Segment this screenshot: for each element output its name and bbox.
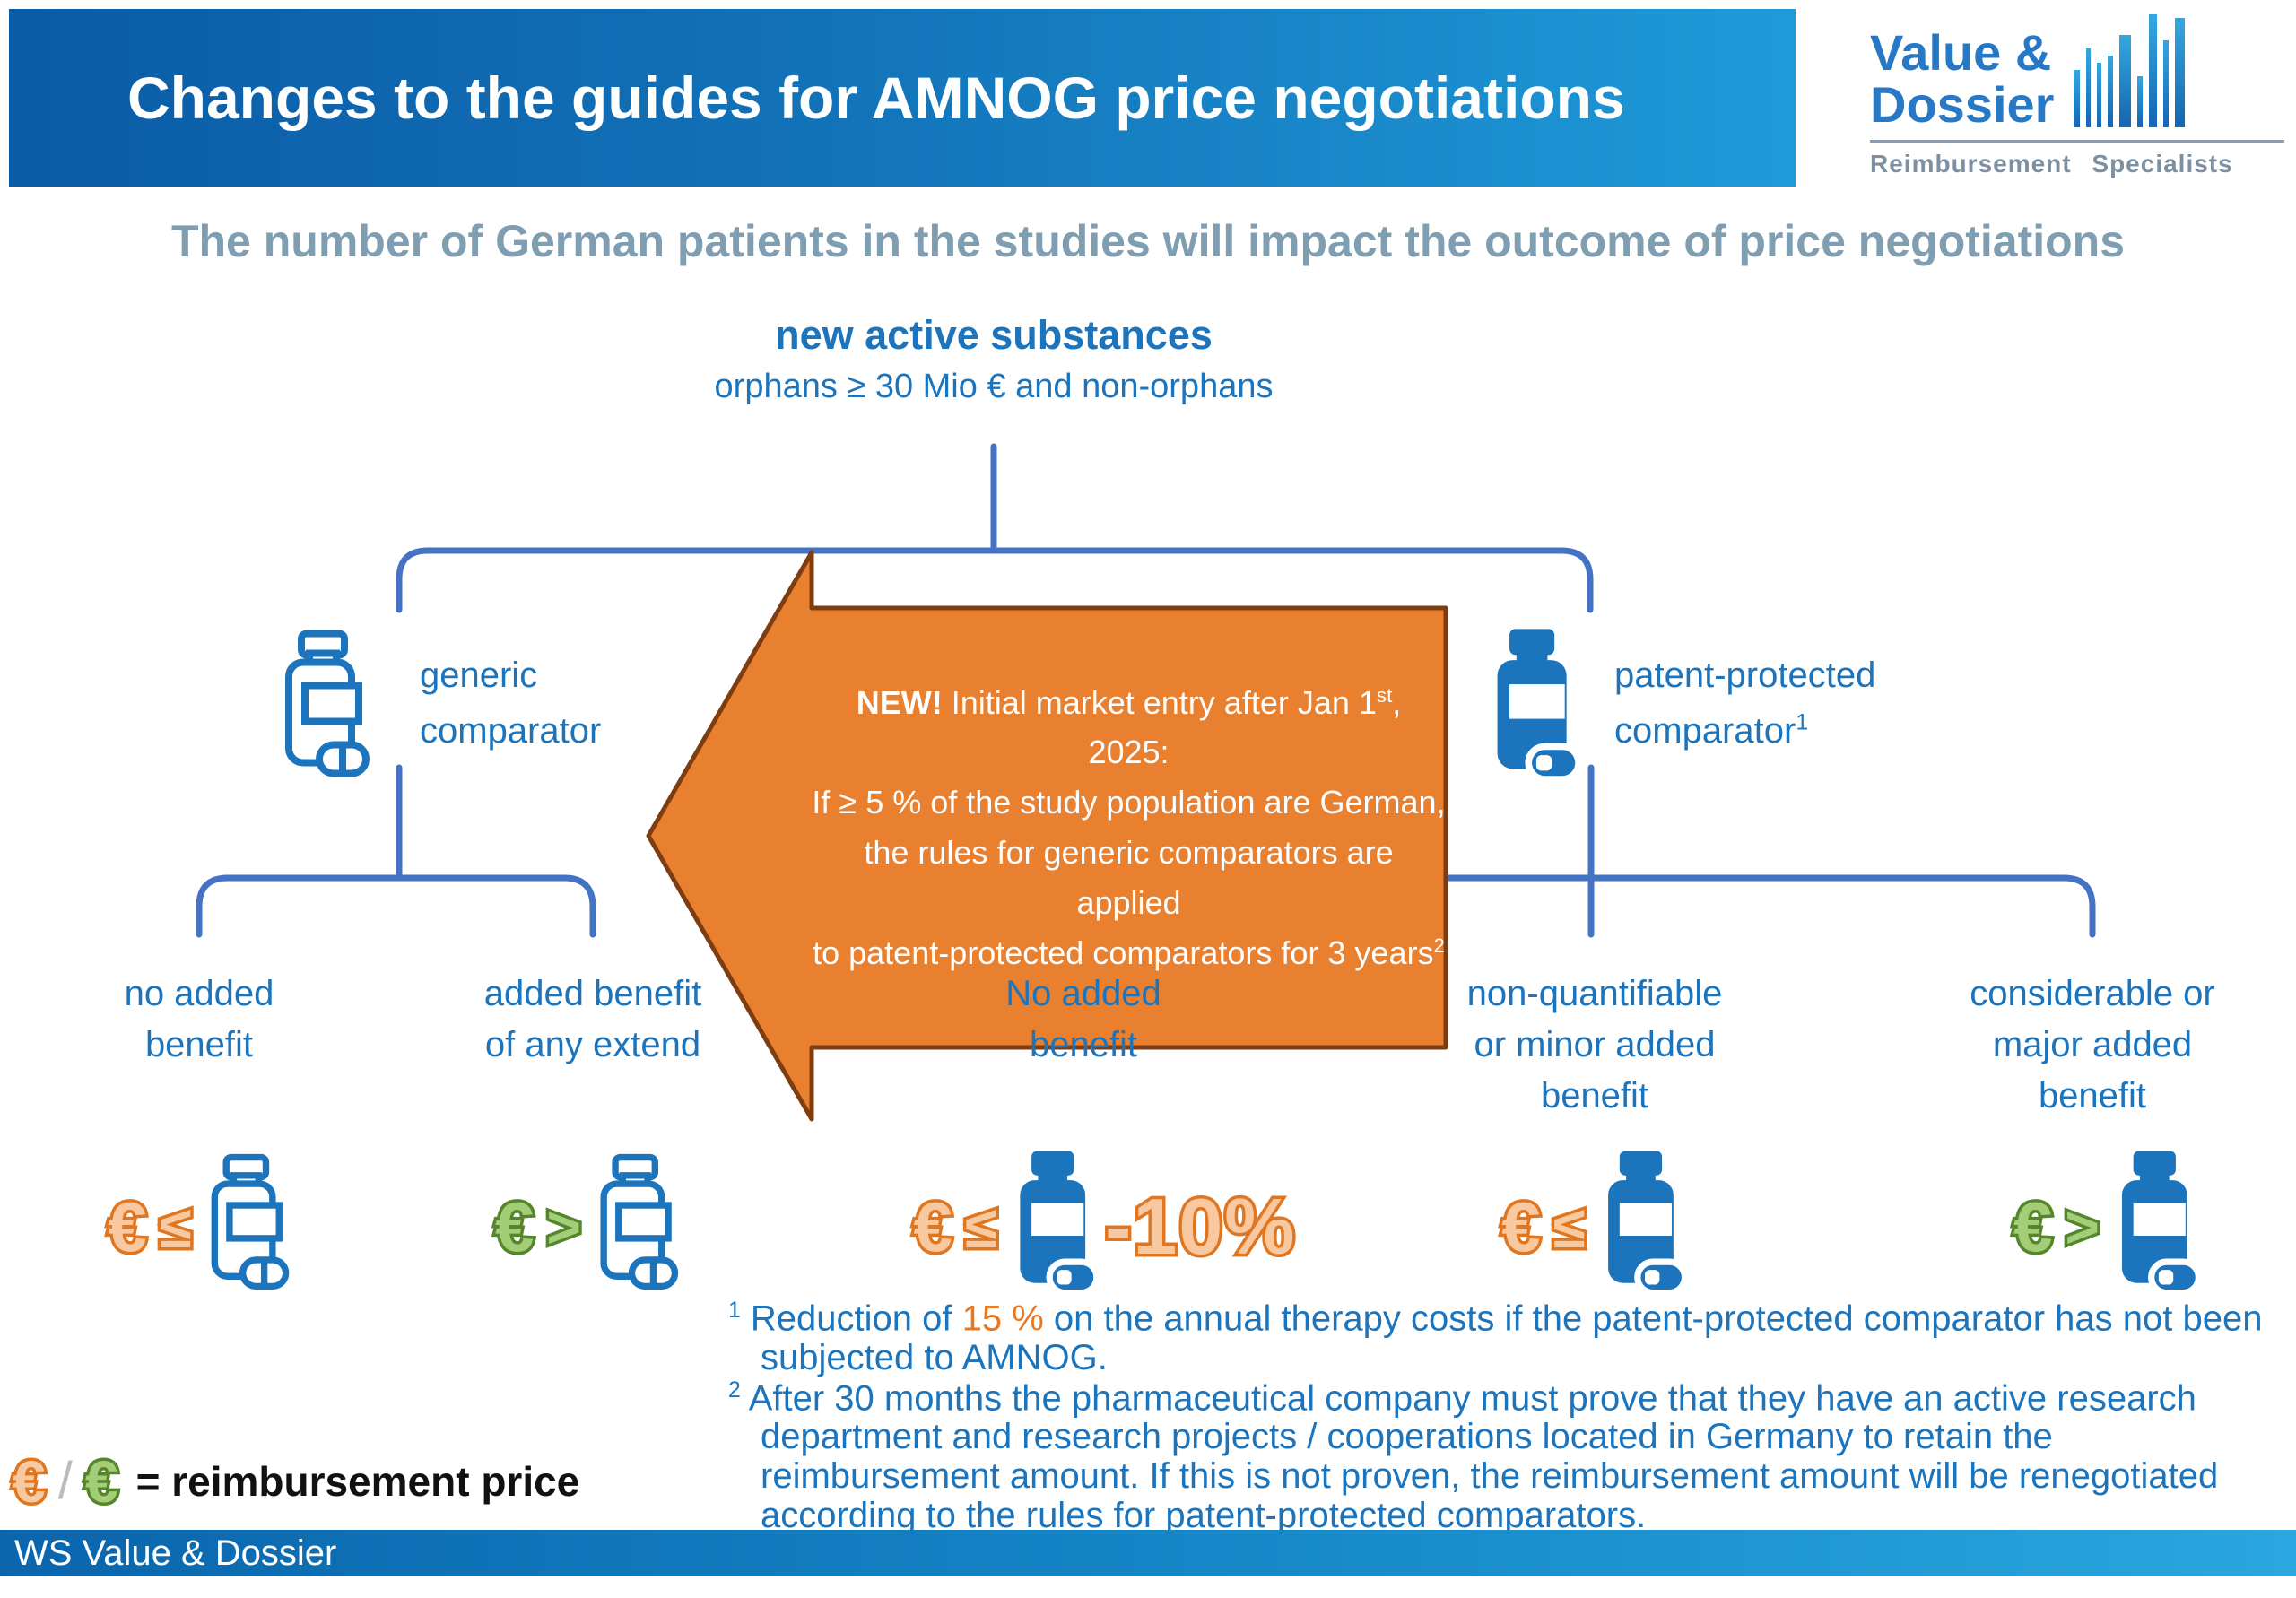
euro-orange-icon: € € <box>10 1447 49 1515</box>
leaf-considerable-major: considerable or major added benefit <box>1970 974 2215 1116</box>
outcome-patent-minor-benefit: € € ≤ ≤ <box>1499 1150 1688 1304</box>
leaf-non-quantifiable-minor: non-quantifiable or minor added benefit <box>1466 974 1723 1116</box>
euro-icon: € € <box>1499 1187 1544 1266</box>
greater-than-icon: > > <box>544 1194 584 1260</box>
logo-line2: Dossier <box>1870 75 2055 133</box>
company-logo: Value & Dossier Reimbursement Specialist… <box>1870 13 2284 178</box>
outcome-patent-major-benefit: € € > > <box>2010 1150 2202 1304</box>
less-equal-icon: ≤ ≤ <box>1550 1194 1588 1260</box>
less-equal-icon: ≤ ≤ <box>156 1194 195 1260</box>
header-bar: Changes to the guides for AMNOG price ne… <box>9 9 1796 187</box>
logo-tagline: Reimbursement Specialists <box>1870 150 2233 178</box>
pill-bottle-outline-icon <box>600 1153 679 1290</box>
leaf-no-added-benefit-patent: No added benefit <box>1005 974 1161 1064</box>
euro-icon: € € <box>491 1187 536 1266</box>
euro-icon: € € <box>105 1187 150 1266</box>
footnote-2: 2 After 30 months the pharmaceutical com… <box>728 1377 2219 1535</box>
logo-line1: Value & <box>1870 23 2052 81</box>
slash-separator: / <box>57 1452 73 1510</box>
new-rule-text: NEW! Initial market entry after Jan 1st,… <box>812 683 1446 971</box>
page-title: Changes to the guides for AMNOG price ne… <box>127 65 1625 131</box>
euro-icon: € € <box>910 1187 955 1266</box>
greater-than-icon: > > <box>2062 1194 2102 1260</box>
leaf-no-added-benefit-generic: no added benefit <box>124 974 274 1064</box>
patent-comparator-label: patent-protected comparator1 <box>1614 656 1876 751</box>
pill-bottle-solid-icon <box>1020 1151 1100 1297</box>
outcome-generic-added-benefit: € € > > <box>491 1150 680 1304</box>
slide-subtitle: The number of German patients in the stu… <box>170 216 2126 266</box>
footer-text: WS Value & Dossier <box>14 1533 337 1573</box>
pill-bottle-solid-icon <box>2121 1151 2202 1297</box>
footnotes: 1 Reduction of 15 % on the annual therap… <box>728 1298 2292 1535</box>
root-node-subtitle: orphans ≥ 30 Mio € and non-orphans <box>714 368 1274 405</box>
outcome-patent-no-benefit: € € ≤ ≤ -10% -10% <box>910 1150 1298 1304</box>
euro-green-icon: € € <box>82 1447 121 1515</box>
legend-text: = reimbursement price <box>135 1457 580 1505</box>
pill-bottle-solid-icon <box>1497 629 1582 783</box>
root-node-title: new active substances <box>775 312 1213 358</box>
pill-bottle-outline-icon <box>211 1153 289 1290</box>
minus-ten-percent-label: -10% -10% <box>1102 1182 1298 1271</box>
outcome-generic-no-benefit: € € ≤ ≤ <box>105 1150 291 1304</box>
less-equal-icon: ≤ ≤ <box>961 1194 1000 1260</box>
generic-comparator-label: generic comparator <box>420 656 602 751</box>
logo-divider <box>1870 140 2284 143</box>
footer-bar: WS Value & Dossier <box>0 1530 2296 1576</box>
reimbursement-price-legend: € € / € € = reimbursement price <box>10 1447 580 1515</box>
leaf-added-benefit-any-extend: added benefit of any extend <box>483 974 702 1064</box>
footnote-1: 1 Reduction of 15 % on the annual therap… <box>728 1298 2263 1377</box>
bar-chart-icon <box>2074 13 2186 127</box>
pill-bottle-outline-icon <box>285 630 370 777</box>
euro-icon: € € <box>2010 1187 2055 1266</box>
pill-bottle-solid-icon <box>1607 1151 1688 1297</box>
logo-wordmark: Value & Dossier <box>1870 23 2055 133</box>
